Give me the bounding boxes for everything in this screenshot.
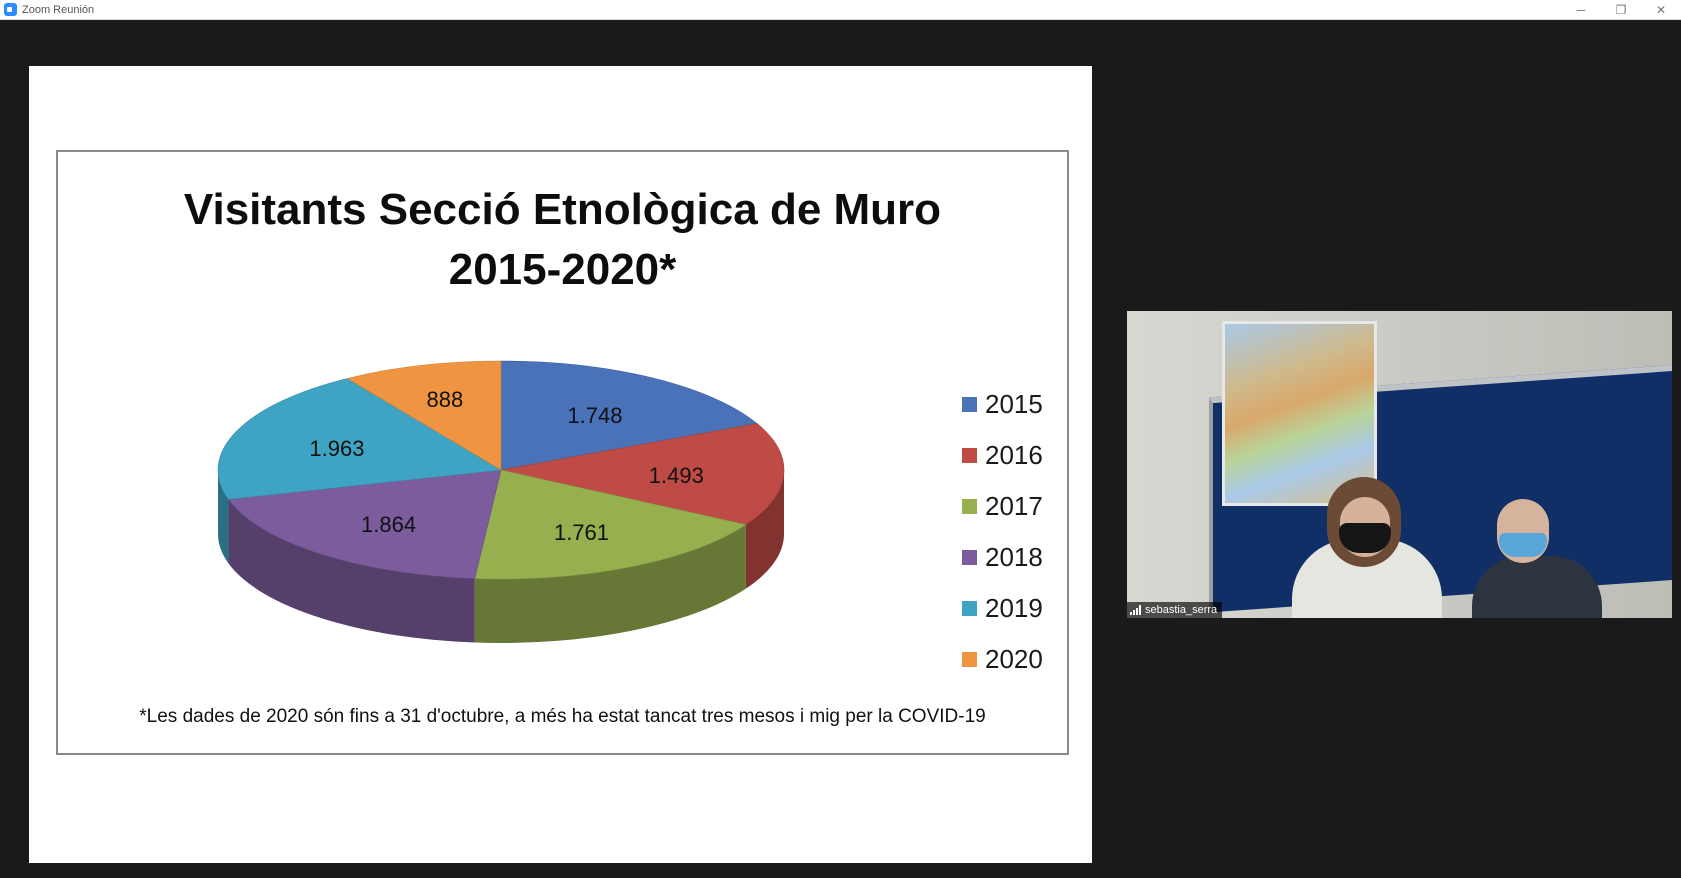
pie-slice-2019 xyxy=(217,378,502,500)
legend-swatch-2017 xyxy=(962,499,977,514)
window-controls: ─ ❐ ✕ xyxy=(1561,0,1681,20)
chart-title: Visitants Secció Etnològica de Muro 2015… xyxy=(58,180,1067,300)
legend-item-2018: 2018 xyxy=(962,532,1043,583)
pie-sides xyxy=(218,470,784,643)
legend-item-2019: 2019 xyxy=(962,583,1043,634)
pie-slice-2020 xyxy=(346,360,502,471)
shared-screen: Visitants Secció Etnològica de Muro 2015… xyxy=(29,66,1092,863)
window-title: Zoom Reunión xyxy=(22,3,95,16)
pie-slice-2016 xyxy=(500,423,785,525)
meeting-stage: Visitants Secció Etnològica de Muro 2015… xyxy=(0,20,1681,878)
legend-label-2016: 2016 xyxy=(985,440,1043,470)
chart-frame: Visitants Secció Etnològica de Muro 2015… xyxy=(56,150,1069,755)
signal-strength-icon xyxy=(1130,605,1141,615)
data-label-2015: 1.748 xyxy=(567,403,622,428)
zoom-logo-icon xyxy=(4,3,17,16)
data-label-2018: 1.864 xyxy=(361,512,416,537)
pie-side-2018 xyxy=(228,499,475,643)
data-label-2016: 1.493 xyxy=(649,463,704,488)
pie-side-2017 xyxy=(474,524,746,643)
participant-video[interactable]: sebastia_serra xyxy=(1127,311,1672,618)
legend-swatch-2015 xyxy=(962,397,977,412)
video-wall-map xyxy=(1222,321,1377,506)
participant-1-mask xyxy=(1339,523,1391,553)
pie-top xyxy=(217,360,785,580)
pie-side-2016 xyxy=(745,470,784,589)
legend-item-2015: 2015 xyxy=(962,379,1043,430)
pie-chart: 1.748 1.493 1.761 1.864 1.963 888 xyxy=(217,360,785,643)
minimize-button[interactable]: ─ xyxy=(1576,3,1586,17)
chart-legend: 2015 2016 2017 2018 2019 2020 xyxy=(962,379,1043,685)
participant-2-body xyxy=(1472,556,1602,618)
participant-name-label: sebastia_serra xyxy=(1127,602,1223,618)
legend-swatch-2016 xyxy=(962,448,977,463)
data-label-2017: 1.761 xyxy=(554,520,609,545)
legend-label-2019: 2019 xyxy=(985,593,1043,623)
participant-name: sebastia_serra xyxy=(1145,604,1218,616)
legend-swatch-2019 xyxy=(962,601,977,616)
pie-slice-2018 xyxy=(227,469,502,579)
chart-title-line1: Visitants Secció Etnològica de Muro xyxy=(183,185,942,234)
chart-title-line2: 2015-2020* xyxy=(448,245,677,294)
legend-label-2018: 2018 xyxy=(985,542,1043,572)
legend-item-2016: 2016 xyxy=(962,430,1043,481)
legend-label-2020: 2020 xyxy=(985,644,1043,674)
close-button[interactable]: ✕ xyxy=(1655,3,1667,17)
legend-item-2020: 2020 xyxy=(962,634,1043,685)
chart-footnote: *Les dades de 2020 són fins a 31 d'octub… xyxy=(139,706,986,727)
restore-button[interactable]: ❐ xyxy=(1615,3,1627,17)
legend-swatch-2020 xyxy=(962,652,977,667)
participant-2-mask xyxy=(1499,533,1547,557)
pie-slice-2015 xyxy=(500,360,758,471)
legend-label-2017: 2017 xyxy=(985,491,1043,521)
data-label-2019: 1.963 xyxy=(309,436,364,461)
legend-swatch-2018 xyxy=(962,550,977,565)
title-bar: Zoom Reunión ─ ❐ ✕ xyxy=(0,0,1681,20)
legend-item-2017: 2017 xyxy=(962,481,1043,532)
pie-side-2019 xyxy=(218,470,229,564)
pie-slice-2017 xyxy=(474,469,747,580)
legend-label-2015: 2015 xyxy=(985,389,1043,419)
data-label-2020: 888 xyxy=(427,387,464,412)
